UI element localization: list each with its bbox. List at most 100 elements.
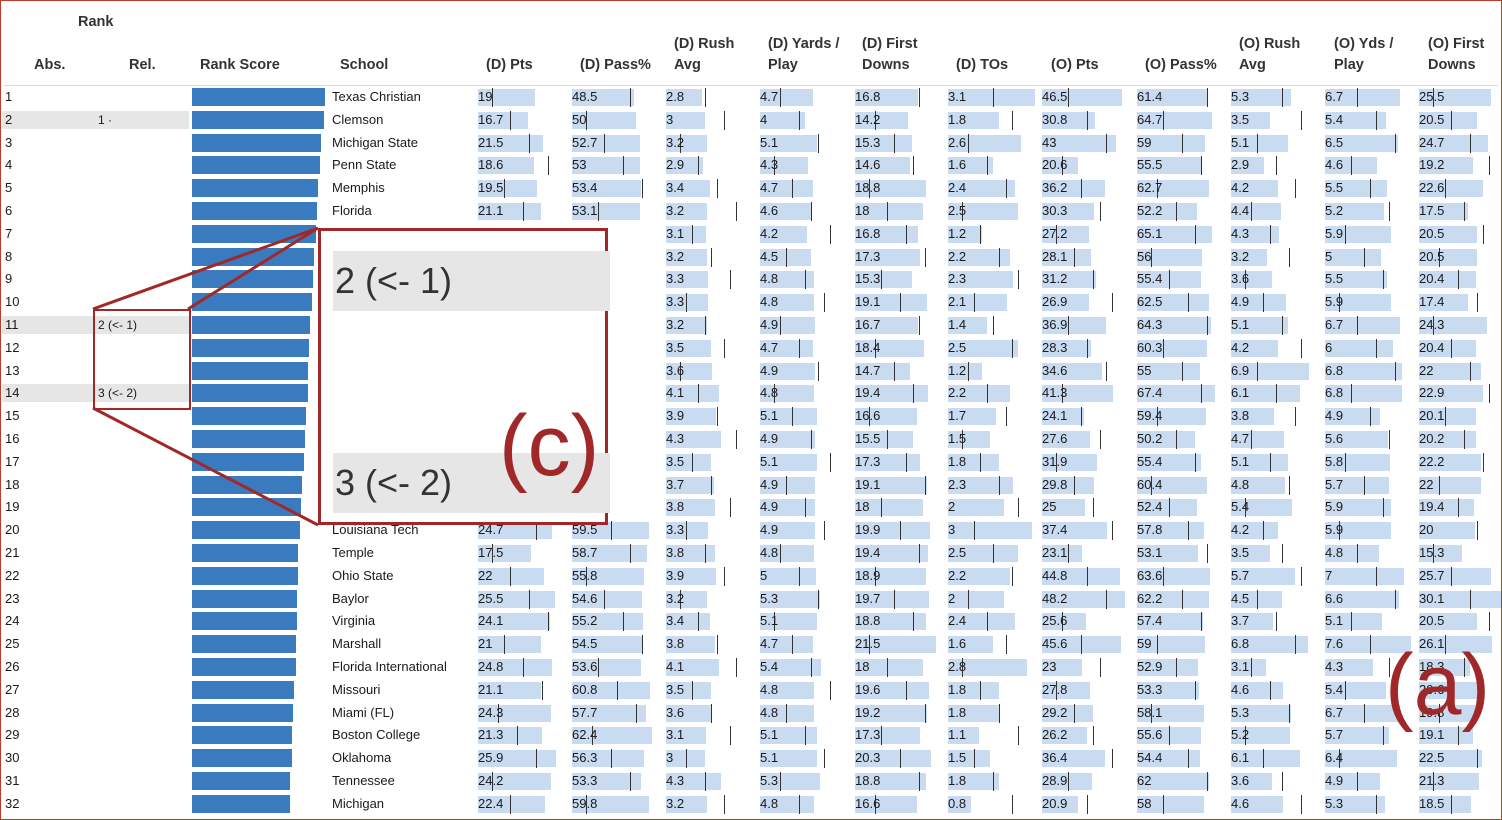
stat-header-line: (D) Rush: [674, 36, 735, 52]
table-row[interactable]: 21 Temple 17.5 58.7 3.8 4.8 19.4 2.5 23.1 53.1 3.5…: [0, 542, 1502, 565]
table-row[interactable]: 5 Memphis 19.5 53.4 3.4 4.7 18.8 2.4 36.2 62.7 4.2…: [0, 177, 1502, 200]
table-row[interactable]: 6 Florida 21.1 53.1 3.2 4.6 18 2.5 30.3 52.2 4.4 5.…: [0, 200, 1502, 223]
stat-bar: [1137, 362, 1200, 380]
table-row[interactable]: 18 3.7 4.9 19.1 2.3 29.8 60.4 4.8 5.7 22: [0, 474, 1502, 497]
target-marker: [1012, 338, 1013, 358]
stat-cell: 21.5: [855, 633, 945, 656]
stat-value: 14.7: [855, 362, 881, 378]
stat-bar: [1419, 111, 1477, 129]
stat-bar: [1325, 225, 1391, 243]
table-row[interactable]: 14 3 (<- 2) 4.1 4.8 19.4 2.2 41.3 67.4 6.1 6.8 22.…: [0, 382, 1502, 405]
target-marker: [881, 726, 882, 746]
stat-header-o-rush-avg[interactable]: (O) Rush Avg: [1239, 34, 1300, 76]
stat-header-o-pass[interactable]: (O) Pass%: [1145, 55, 1217, 76]
table-row[interactable]: 27 Missouri 21.1 60.8 3.5 4.8 19.6 1.8 27.8 53.3 4…: [0, 679, 1502, 702]
stat-bar: [855, 522, 930, 540]
table-row[interactable]: 12 3.5 4.7 18.4 2.5 28.3 60.3 4.2 6 20.4: [0, 337, 1502, 360]
stat-header-d-yards-play[interactable]: (D) Yards / Play: [768, 34, 839, 76]
target-marker: [1018, 726, 1019, 746]
stat-header-d-pts[interactable]: (D) Pts: [486, 55, 533, 76]
table-row[interactable]: 32 Michigan 22.4 59.8 3.2 4.8 16.6 0.8 20.9 58 4.6…: [0, 793, 1502, 816]
table-row[interactable]: 30 Oklahoma 25.9 56.3 3 5.1 20.3 1.5 36.4 54.4 6.1…: [0, 747, 1502, 770]
stat-bar: [1419, 659, 1470, 676]
table-row[interactable]: 8 3.2 4.5 17.3 2.2 28.1 56 3.2 5 20.5: [0, 246, 1502, 269]
table-row[interactable]: 4 Penn State 18.6 53 2.9 4.3 14.6 1.6 20.6 55.5 2.…: [0, 154, 1502, 177]
table-row[interactable]: 1 Texas Christian 19 48.5 2.8 4.7 16.8 3.1 46.5 6…: [0, 86, 1502, 109]
stat-value: 1.7: [948, 408, 967, 424]
stat-cell: 18.8: [855, 610, 945, 633]
stat-cell: 24.2: [478, 770, 568, 793]
stat-cell: 5.4: [1325, 679, 1415, 702]
stat-header-d-pass[interactable]: (D) Pass%: [580, 55, 651, 76]
stat-header-d-tos[interactable]: (D) TOs: [956, 55, 1008, 76]
stat-value: 21.5: [478, 134, 504, 150]
stat-value: 4.8: [760, 294, 779, 310]
table-row[interactable]: 16 4.3 4.9 15.5 1.5 27.6 50.2 4.7 5.6 20.2: [0, 428, 1502, 451]
stat-value: 25.7: [1419, 567, 1445, 583]
stat-value: 20.6: [1419, 681, 1445, 697]
stat-value: 19.1: [1419, 727, 1445, 743]
table-row[interactable]: 22 Ohio State 22 55.8 3.9 5 18.9 2.2 44.8 63.6 5.7…: [0, 565, 1502, 588]
stat-value: 22: [1419, 362, 1434, 378]
target-marker: [1100, 202, 1101, 221]
stat-cell: 19.1: [1419, 724, 1502, 747]
target-marker: [1182, 133, 1183, 153]
table-row[interactable]: 7 3.1 4.2 16.8 1.2 27.2 65.1 4.3 5.9 20.5: [0, 223, 1502, 246]
table-row[interactable]: 23 Baylor 25.5 54.6 3.2 5.3 19.7 2 48.2 62.2 4.5 6.…: [0, 588, 1502, 611]
stat-value: 24.7: [478, 522, 504, 538]
target-marker: [1282, 316, 1283, 335]
stat-cell: 55.4: [1137, 268, 1227, 291]
table-row[interactable]: 13 3.6 4.9 14.7 1.2 34.6 55 6.9 6.8 22: [0, 360, 1502, 383]
stat-header-o-pts[interactable]: (O) Pts: [1051, 55, 1099, 76]
stat-bar: [948, 795, 971, 813]
table-row[interactable]: 9 3.3 4.8 15.3 2.3 31.2 55.4 3.6 5.5 20.4: [0, 268, 1502, 291]
target-marker: [1163, 794, 1164, 814]
table-row[interactable]: 20 Louisiana Tech 24.7 59.5 3.3 4.9 19.9 3 37.4 5…: [0, 519, 1502, 542]
target-marker: [1276, 384, 1277, 404]
rank-score-header[interactable]: Rank Score: [200, 57, 280, 73]
stat-bar: [572, 750, 644, 768]
table-row[interactable]: 26 Florida International 24.8 53.6 4.1 5.4 18 2…: [0, 656, 1502, 679]
target-marker: [529, 133, 530, 153]
stat-header-d-rush-avg[interactable]: (D) Rush Avg: [674, 34, 734, 76]
table-row[interactable]: 11 2 (<- 1) 3.2 4.9 16.7 1.4 36.9 64.3 5.1 6.7 24.…: [0, 314, 1502, 337]
target-marker: [1106, 361, 1107, 381]
stat-header-d-first-downs[interactable]: (D) First Downs: [862, 34, 918, 76]
school-header[interactable]: School: [340, 57, 389, 73]
stat-value: 19.8: [1419, 704, 1445, 720]
table-row[interactable]: 10 3.3 4.8 19.1 2.1 26.9 62.5 4.9 5.9 17.4: [0, 291, 1502, 314]
stat-bar: [760, 636, 813, 654]
stat-cell: 6.8: [1325, 382, 1415, 405]
stat-bar: [1137, 134, 1205, 152]
stat-value: 16.6: [855, 795, 881, 811]
rank-score-bar: [192, 293, 312, 312]
abs-rank-header[interactable]: Abs.: [34, 57, 66, 73]
stat-bar: [1325, 659, 1373, 676]
stat-cell: 3.5: [1231, 542, 1321, 565]
target-marker: [1477, 293, 1478, 313]
stat-bar: [760, 750, 817, 768]
stat-cell: 25.5: [1419, 86, 1502, 109]
stat-value: 3.4: [666, 613, 685, 629]
stat-value: 22.2: [1419, 453, 1445, 469]
stat-header-o-first-downs[interactable]: (O) First Downs: [1428, 34, 1484, 76]
table-row[interactable]: 3 Michigan State 21.5 52.7 3.2 5.1 15.3 2.6 43 59…: [0, 132, 1502, 155]
stat-bar: [948, 499, 1004, 517]
rank-score-bar: [192, 430, 305, 448]
table-row[interactable]: 25 Marshall 21 54.5 3.8 4.7 21.5 1.6 45.6 59 6.8 7.…: [0, 633, 1502, 656]
table-row[interactable]: 31 Tennessee 24.2 53.3 4.3 5.3 18.8 1.8 28.9 62 3.…: [0, 770, 1502, 793]
table-row[interactable]: 24 Virginia 24.1 55.2 3.4 5.1 18.8 2.4 25.6 57.4 3…: [0, 610, 1502, 633]
table-row[interactable]: 15 3.9 5.1 16.6 1.7 24.1 59.4 3.8 4.9 20.1: [0, 405, 1502, 428]
target-marker: [1376, 566, 1377, 586]
table-row[interactable]: 29 Boston College 21.3 62.4 3.1 5.1 17.3 1.1 26.…: [0, 724, 1502, 747]
table-row[interactable]: 17 3.5 5.1 17.3 1.8 31.9 55.4 5.1 5.8 22.2: [0, 451, 1502, 474]
table-row[interactable]: 28 Miami (FL) 24.3 57.7 3.6 4.8 19.2 1.8 29.2 58.…: [0, 702, 1502, 725]
rel-rank-header[interactable]: Rel.: [129, 57, 156, 73]
stat-value: 2.4: [948, 613, 967, 629]
stat-value: 52.4: [1137, 499, 1163, 515]
stat-header-o-yds-play[interactable]: (O) Yds / Play: [1334, 34, 1393, 76]
stat-bar: [666, 499, 715, 517]
table-row[interactable]: 2 1 · Clemson 16.7 50 3 4 14.2 1.8 30.8 64.7 3.5 5.4…: [0, 109, 1502, 132]
stat-cell: 67.4: [1137, 382, 1227, 405]
stat-cell: 19.2: [855, 702, 945, 725]
